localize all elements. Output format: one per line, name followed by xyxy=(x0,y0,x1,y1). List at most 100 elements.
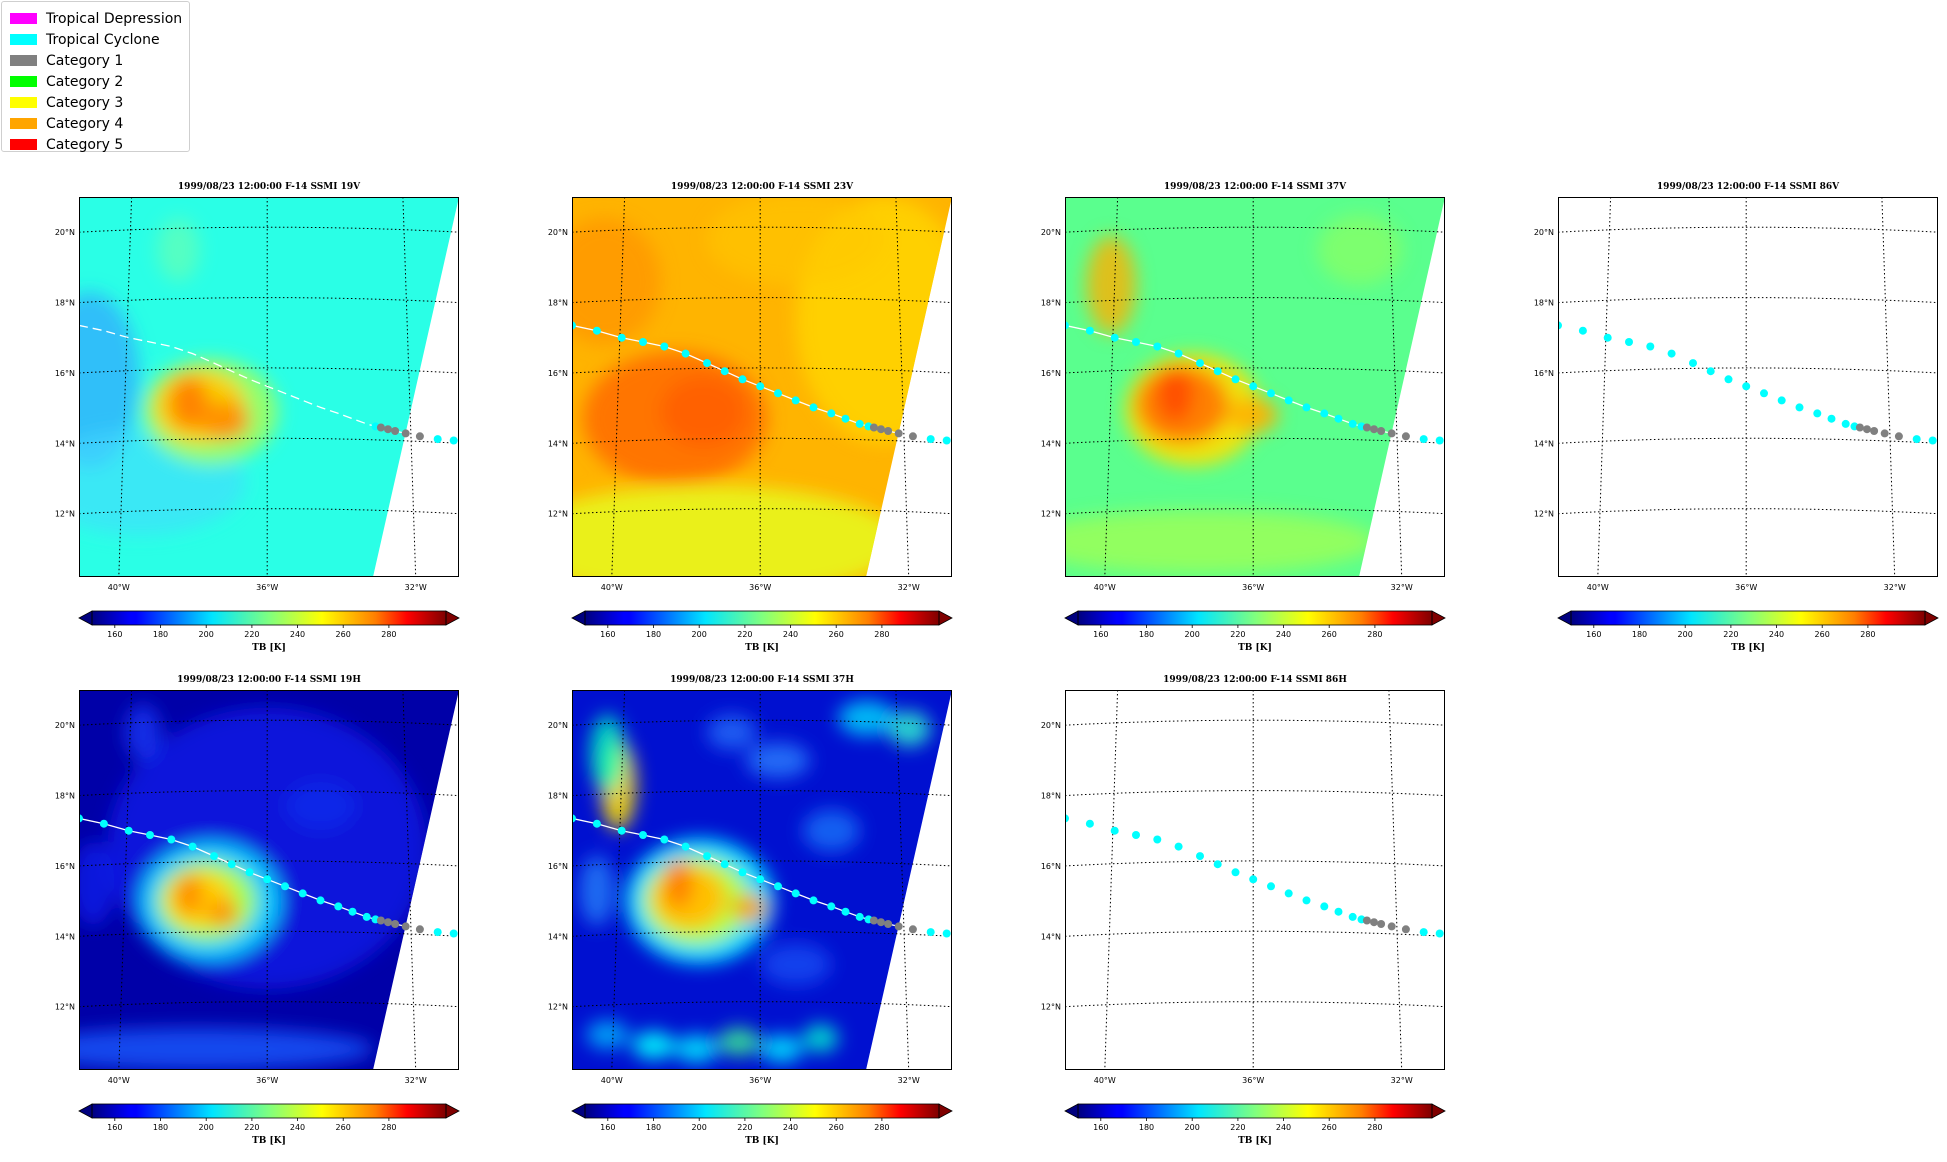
longitude-tick-label: 36°W xyxy=(256,1076,278,1085)
longitude-gridline xyxy=(1388,690,1403,1070)
legend-label: Tropical Cyclone xyxy=(46,31,160,48)
longitude-gridline xyxy=(611,690,626,1070)
track-point xyxy=(415,925,424,934)
colorbar-max-arrow xyxy=(1431,1103,1446,1119)
colorbar-label: TB [K] xyxy=(1731,643,1765,653)
latitude-tick-label: 12°N xyxy=(548,1003,568,1012)
legend-item: Category 5 xyxy=(10,134,181,155)
colorbar-tick-label: 280 xyxy=(874,630,889,639)
storm-track-points xyxy=(79,814,458,938)
latitude-tick-label: 18°N xyxy=(1041,299,1061,308)
track-point xyxy=(1452,439,1460,447)
latitude-tick-label: 12°N xyxy=(548,510,568,519)
colorbar-tick-label: 220 xyxy=(1230,630,1245,639)
longitude-tick-label: 40°W xyxy=(108,583,130,592)
latitude-tick-label: 12°N xyxy=(1041,510,1061,519)
colorbar-tick-label: 200 xyxy=(1678,630,1693,639)
latitude-gridline xyxy=(79,437,459,444)
colorbar-tick-label: 160 xyxy=(1093,630,1108,639)
track-point xyxy=(1777,396,1786,405)
colorbar-tick-label: 280 xyxy=(1860,630,1875,639)
colorbar: 160 180 200 220 240 260 280 TB [K] xyxy=(78,1103,460,1146)
track-point xyxy=(639,831,647,839)
storm-track-points xyxy=(572,321,951,445)
track-point xyxy=(1795,403,1804,412)
colorbar-tick-label: 180 xyxy=(153,630,168,639)
colorbar-tick-label: 220 xyxy=(244,1123,259,1132)
track-point xyxy=(926,928,935,937)
track-point xyxy=(1085,326,1094,335)
track-point xyxy=(942,929,951,938)
colorbar-tick-label: 160 xyxy=(107,630,122,639)
longitude-tick-label: 36°W xyxy=(1735,583,1757,592)
latitude-tick-label: 14°N xyxy=(548,932,568,941)
track-point xyxy=(1667,349,1676,358)
track-point xyxy=(592,819,601,828)
longitude-tick-label: 32°W xyxy=(405,1076,427,1085)
track-point xyxy=(1196,359,1204,368)
track-point xyxy=(774,882,782,891)
track-point xyxy=(1894,432,1903,441)
colorbar-max-arrow xyxy=(938,610,953,626)
track-point xyxy=(1348,419,1357,428)
latitude-gridline xyxy=(572,790,952,797)
colorbar-min-arrow xyxy=(571,610,586,626)
track-point xyxy=(703,359,711,368)
map-panel: 1999/08/23 12:00:00 F-14 SSMI 23V 12°N 14°… xyxy=(548,182,953,653)
track-point xyxy=(869,916,878,925)
track-point xyxy=(316,896,325,905)
legend-item: Category 4 xyxy=(10,113,181,134)
storm-track-points xyxy=(371,422,458,445)
track-point xyxy=(1249,382,1258,391)
longitude-gridline xyxy=(1104,197,1119,577)
track-point xyxy=(1132,831,1140,839)
legend-item: Category 3 xyxy=(10,92,181,113)
colorbar-tick-label: 240 xyxy=(1769,630,1784,639)
plot-frame xyxy=(572,197,952,577)
colorbar-tick-label: 220 xyxy=(737,630,752,639)
longitude-tick-label: 36°W xyxy=(256,583,278,592)
latitude-gridline xyxy=(1558,226,1938,233)
panel-title: 1999/08/23 12:00:00 F-14 SSMI 37V xyxy=(1164,182,1347,192)
legend-swatch xyxy=(10,13,37,24)
track-point xyxy=(1334,907,1343,916)
track-point xyxy=(809,896,818,905)
legend: Tropical Depression Tropical Cyclone Categ… xyxy=(1,1,190,155)
colorbar: 160 180 200 220 240 260 280 TB [K] xyxy=(571,1103,953,1146)
storm-track-points xyxy=(572,814,951,938)
latitude-gridline xyxy=(1065,790,1445,797)
track-point xyxy=(1320,902,1329,911)
track-point xyxy=(1362,423,1371,432)
longitude-gridline xyxy=(1104,690,1119,1070)
latitude-tick-label: 20°N xyxy=(1041,721,1061,730)
legend-item: Tropical Depression xyxy=(10,8,182,29)
colorbar-tick-label: 260 xyxy=(829,1123,844,1132)
colorbar-max-arrow xyxy=(1924,610,1939,626)
track-point xyxy=(1110,826,1119,835)
track-point xyxy=(1841,419,1850,428)
colorbar-min-arrow xyxy=(1557,610,1572,626)
track-point xyxy=(1760,389,1768,398)
track-point xyxy=(884,427,893,435)
longitude-tick-label: 40°W xyxy=(1094,583,1116,592)
track-point xyxy=(1267,389,1275,398)
track-point xyxy=(376,916,385,925)
longitude-gridline xyxy=(1597,197,1612,577)
map-panel: 1999/08/23 12:00:00 F-14 SSMI 19V 12°N 14°… xyxy=(55,182,460,653)
longitude-tick-label: 36°W xyxy=(1242,1076,1264,1085)
track-point xyxy=(146,831,154,839)
latitude-tick-label: 18°N xyxy=(55,792,75,801)
colorbar-tick-label: 240 xyxy=(1276,630,1291,639)
track-point xyxy=(1267,882,1275,891)
latitude-gridline xyxy=(79,719,459,726)
track-point xyxy=(99,819,108,828)
latitude-gridline xyxy=(572,508,952,515)
legend-label: Category 4 xyxy=(46,115,124,132)
colorbar-tick-label: 160 xyxy=(107,1123,122,1132)
track-point xyxy=(841,907,850,916)
longitude-tick-label: 36°W xyxy=(749,1076,771,1085)
longitude-tick-label: 32°W xyxy=(405,583,427,592)
plot-frame xyxy=(572,690,952,1070)
colorbar-tick-label: 240 xyxy=(290,630,305,639)
colorbar-gradient xyxy=(585,1104,939,1118)
